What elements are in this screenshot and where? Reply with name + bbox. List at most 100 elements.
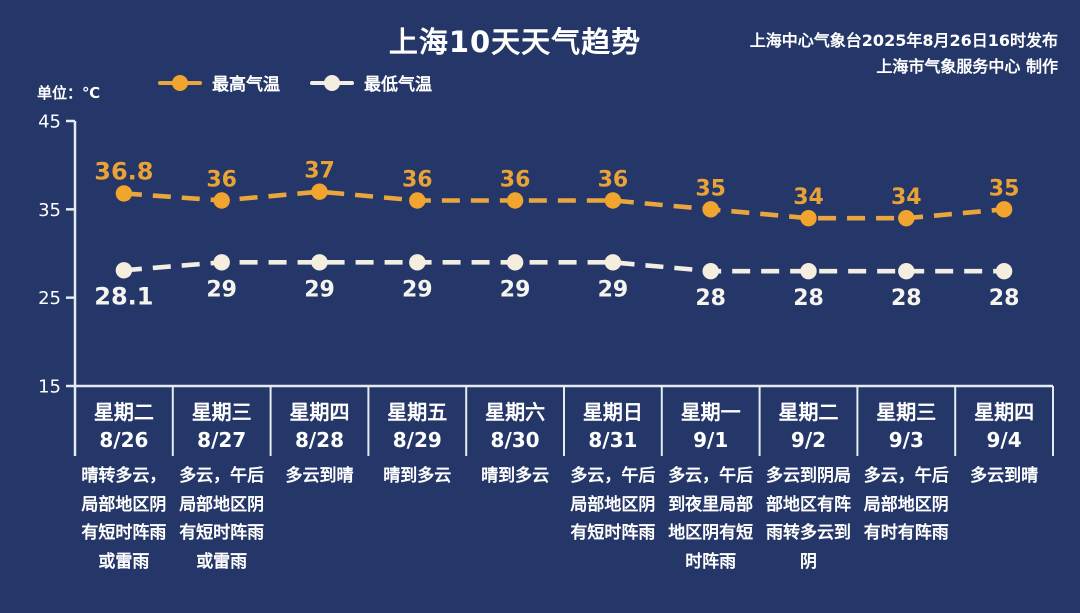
weather-desc: 多云，午后 到夜里局部 地区阴有短 时阵雨 xyxy=(662,462,760,576)
page-title: 上海10天天气趋势 xyxy=(388,25,642,59)
max-temp-label: 35 xyxy=(989,176,1020,201)
legend-item-max-temp: 最高气温 xyxy=(158,70,280,95)
max-temp-marker-icon xyxy=(158,74,202,91)
weather-desc-line: 有短时阵雨 xyxy=(179,523,265,543)
weather-desc: 多云到阴局 部地区有阵 雨转多云到阴 xyxy=(760,462,858,576)
weekday-label: 星期二 xyxy=(93,400,154,424)
weather-desc: 晴转多云， 局部地区阴 有短时阵雨 或雷雨 xyxy=(75,462,173,576)
date-label: 9/4 xyxy=(986,428,1022,452)
publisher-info: 上海中心气象台2025年8月26日16时发布 上海市气象服务中心 制作 xyxy=(750,28,1058,80)
max-temp-label: 37 xyxy=(304,159,335,184)
weather-desc-line: 阴 xyxy=(799,551,817,572)
weather-desc: 晴到多云 xyxy=(368,462,466,491)
weather-desc-line: 多云到晴 xyxy=(285,466,354,486)
min-temp-label: 29 xyxy=(402,277,433,302)
legend-label-min-temp: 最低气温 xyxy=(364,75,432,95)
max-temp-point xyxy=(604,192,622,209)
day-column: 星期日 8/31 多云，午后局部地区阴有短时阵雨 xyxy=(564,392,662,548)
weekday-label: 星期四 xyxy=(974,400,1035,424)
weather-desc-line: 多云，午后 xyxy=(863,466,949,486)
weekday-label: 星期六 xyxy=(485,400,546,424)
date-label: 9/3 xyxy=(888,428,924,452)
weather-desc-line: 有短时阵雨 xyxy=(81,523,167,543)
day-column: 星期六 8/30 晴到多云 xyxy=(466,392,564,491)
weather-desc-line: 到夜里局部 xyxy=(668,494,754,515)
weather-desc-line: 局部地区阴 xyxy=(179,494,265,515)
max-temp-point xyxy=(898,209,915,227)
min-temp-label: 29 xyxy=(598,277,629,302)
date-label: 8/27 xyxy=(197,428,247,452)
legend-item-min-temp: 最低气温 xyxy=(310,70,432,95)
min-temp-label: 28 xyxy=(793,286,824,311)
weekday-label: 星期一 xyxy=(680,400,741,424)
min-temp-line xyxy=(123,260,1005,274)
weather-desc-line: 晴转多云， xyxy=(81,466,167,486)
weekday-label: 星期二 xyxy=(778,400,839,424)
weather-desc: 多云，午后局部地区阴有短时阵雨或雷雨 xyxy=(173,462,271,576)
date-label: 8/31 xyxy=(588,428,638,452)
max-temp-line xyxy=(123,189,1005,221)
weather-desc-line: 局部地区阴 xyxy=(81,494,167,515)
day-column: 星期四 8/28 多云到晴 xyxy=(271,392,369,491)
max-temp-label: 34 xyxy=(891,185,922,210)
min-temp-label: 29 xyxy=(206,277,237,302)
weather-desc-line: 多云，午后 xyxy=(570,466,656,486)
date-label: 9/2 xyxy=(790,428,827,452)
weather-desc-line: 有短时阵雨 xyxy=(570,523,656,543)
min-temp-point xyxy=(506,254,524,271)
date-label: 8/30 xyxy=(490,428,540,452)
day-column: 星期三 9/3 多云，午后 局部地区阴 有时有阵雨 xyxy=(857,392,955,548)
max-temp-point xyxy=(995,201,1013,218)
max-temp-point xyxy=(409,192,426,209)
date-label: 8/29 xyxy=(392,428,442,452)
weather-desc: 多云，午后 局部地区阴 有时有阵雨 xyxy=(857,462,955,548)
max-temp-label: 36 xyxy=(500,168,531,193)
unit-label: 单位：℃ xyxy=(37,84,101,102)
day-column: 星期二 9/2 多云到阴局 部地区有阵 雨转多云到阴 xyxy=(760,392,858,576)
min-temp-label: 28.1 xyxy=(94,282,153,310)
weather-desc-line: 多云，午后 xyxy=(179,466,265,486)
weather-desc-line: 时阵雨 xyxy=(685,551,737,572)
day-column: 星期四 9/4 多云到晴 xyxy=(955,392,1053,491)
date-label: 8/26 xyxy=(99,428,149,452)
weekday-label: 星期三 xyxy=(876,400,937,424)
weather-desc-line: 晴到多云 xyxy=(481,466,550,486)
max-temp-point xyxy=(115,185,133,202)
max-temp-label: 34 xyxy=(793,185,824,210)
max-temp-point xyxy=(213,192,230,209)
date-label: 8/28 xyxy=(294,428,345,452)
min-temp-label: 28 xyxy=(695,286,726,311)
max-temp-point xyxy=(506,192,524,209)
min-temp-dot-icon xyxy=(324,74,340,91)
weekday-label: 星期日 xyxy=(582,400,643,424)
max-temp-label: 36.8 xyxy=(94,157,153,185)
min-temp-point xyxy=(800,262,817,280)
y-axis-tick-label: 35 xyxy=(38,200,61,221)
legend: 最高气温 最低气温 xyxy=(158,70,432,95)
weather-desc-line: 多云到阴局 xyxy=(765,466,851,486)
min-temp-label: 29 xyxy=(500,277,531,302)
day-column: 星期一 9/1 多云，午后 到夜里局部 地区阴有短 时阵雨 xyxy=(662,392,760,576)
weather-desc-line: 局部地区阴 xyxy=(570,494,656,515)
publisher-line-1: 上海中心气象台2025年8月26日16时发布 xyxy=(749,31,1058,50)
min-temp-point xyxy=(311,254,328,271)
min-temp-point xyxy=(995,262,1013,280)
weather-desc-line: 或雷雨 xyxy=(196,551,248,572)
min-temp-point xyxy=(898,262,915,280)
min-temp-point xyxy=(702,262,719,280)
weather-desc-line: 局部地区阴 xyxy=(863,494,949,515)
weather-desc-line: 雨转多云到 xyxy=(765,523,851,543)
min-temp-label: 28 xyxy=(891,286,922,311)
min-temp-point xyxy=(409,254,426,271)
weather-desc: 晴到多云 xyxy=(466,462,564,491)
max-temp-point xyxy=(311,183,328,200)
max-temp-label: 36 xyxy=(402,168,433,193)
y-axis-tick-label: 15 xyxy=(38,377,61,398)
max-temp-label: 36 xyxy=(206,168,237,193)
day-column: 星期五 8/29 晴到多云 xyxy=(368,392,466,491)
max-temp-point xyxy=(702,201,719,218)
day-column: 星期三 8/27 多云，午后 局部地区阴 有短时阵雨 或雷雨 xyxy=(173,392,271,576)
weather-desc-line: 晴到多云 xyxy=(383,466,452,486)
